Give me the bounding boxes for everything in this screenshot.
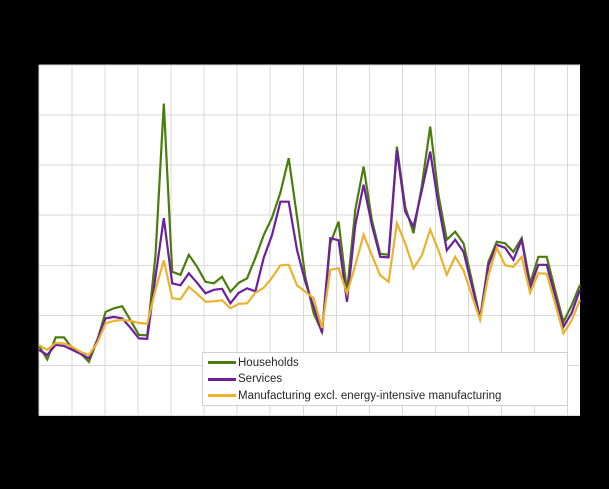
legend-item-households[interactable]: Households xyxy=(208,355,563,371)
legend-item-manufacturing[interactable]: Manufacturing excl. energy-intensive man… xyxy=(208,388,563,404)
households-line-swatch xyxy=(208,361,236,364)
legend-item-services[interactable]: Services xyxy=(208,371,563,387)
line-series-manufacturing xyxy=(38,219,582,357)
line-series-group xyxy=(38,103,582,364)
legend-label-services: Services xyxy=(238,373,283,385)
manufacturing-line-swatch xyxy=(208,394,236,397)
legend: Households Services Manufacturing excl. … xyxy=(202,352,568,406)
legend-label-manufacturing: Manufacturing excl. energy-intensive man… xyxy=(238,389,502,402)
services-line-swatch xyxy=(208,377,236,381)
legend-label-households: Households xyxy=(238,356,299,369)
